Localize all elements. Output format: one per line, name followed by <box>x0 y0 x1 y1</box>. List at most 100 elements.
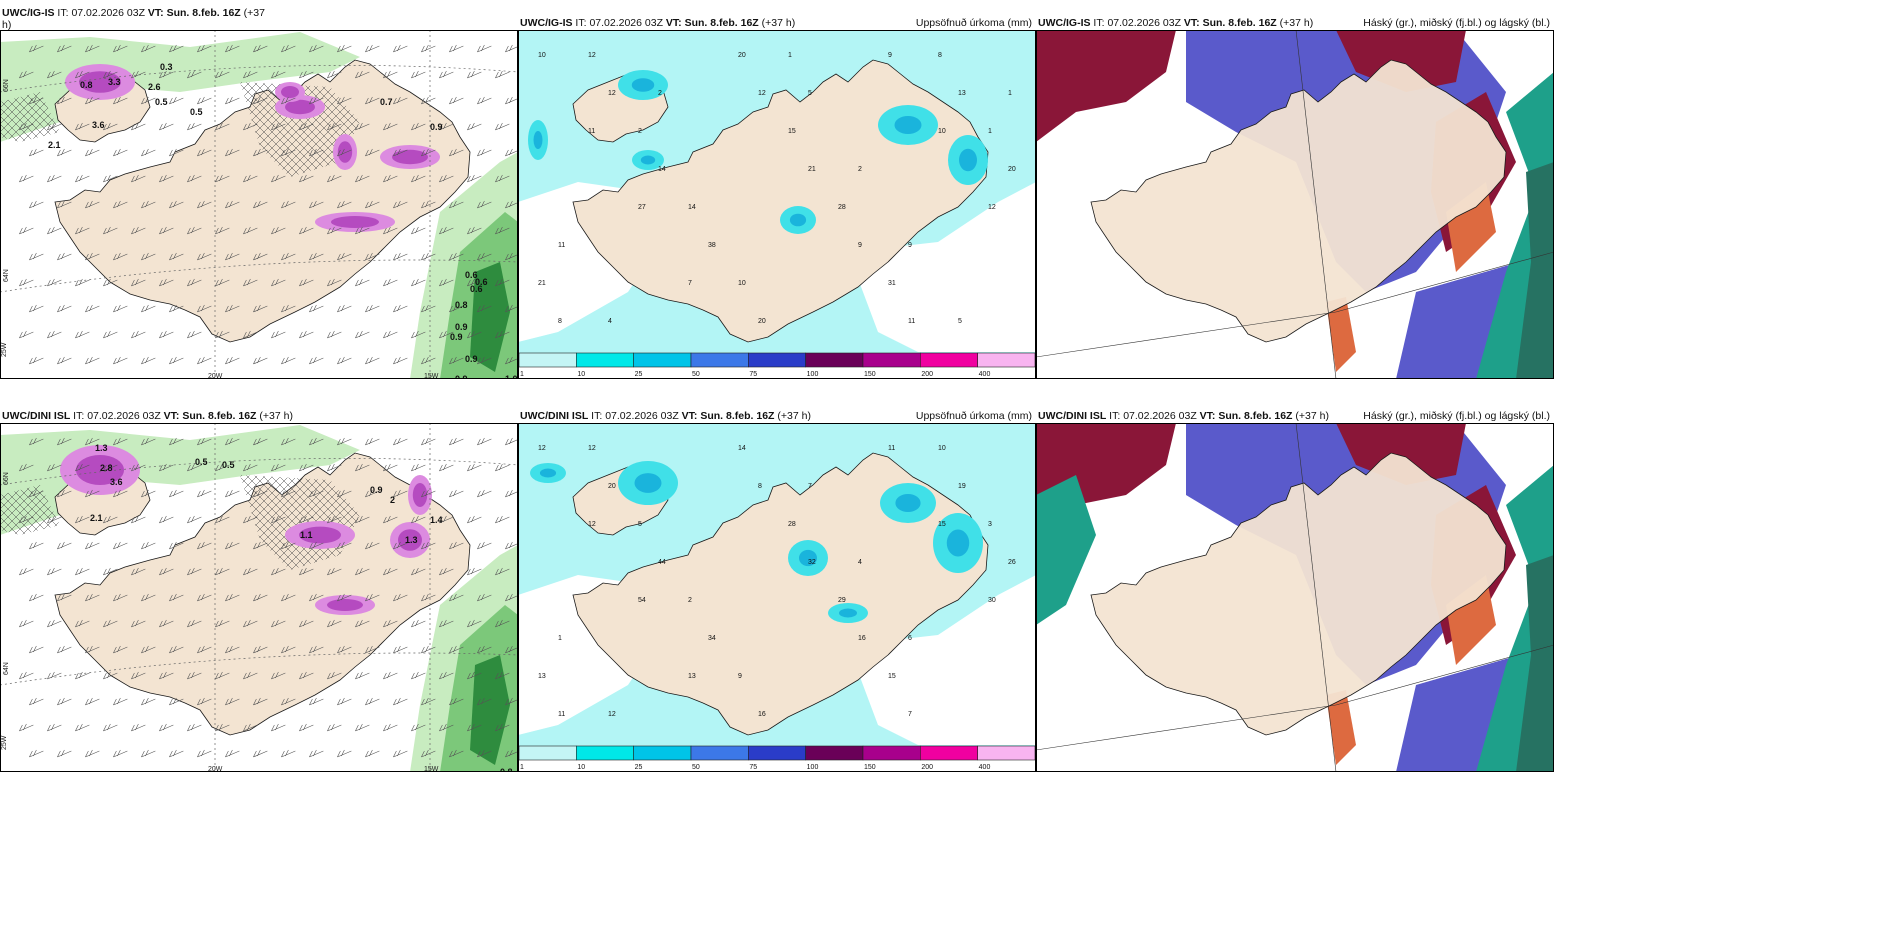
precip-value: 14 <box>688 204 696 211</box>
domain-line <box>1036 704 1337 751</box>
lead-time: (+37 h) <box>259 410 293 422</box>
init-label: IT: <box>73 410 85 422</box>
scale-swatch <box>977 745 1036 761</box>
valid-label: VT: <box>665 17 682 29</box>
precip-core <box>946 529 970 557</box>
scale-swatch <box>633 745 692 761</box>
scale-swatch <box>920 352 978 368</box>
panel-title: UWC/IG-IS IT: 07.02.2026 03Z VT: Sun. 8.… <box>520 17 795 29</box>
precip-value: 14 <box>658 166 666 173</box>
scale-label: 50 <box>692 764 700 771</box>
precip-value: 20 <box>1008 166 1016 173</box>
field-name: Háský (gr.), miðský (fj.bl.) og lágský (… <box>1363 17 1550 29</box>
precip-value: 7 <box>908 711 912 718</box>
precip-core <box>631 78 655 92</box>
low-cloud-dark <box>1516 162 1554 379</box>
precip-value: 26 <box>1008 559 1016 566</box>
wind-blob-core <box>331 216 379 228</box>
precip-value: 44 <box>658 559 666 566</box>
wind-barbs <box>19 437 518 758</box>
precip-value: 1 <box>988 128 992 135</box>
scale-swatch <box>977 352 1036 368</box>
precip-value: 8 <box>758 483 762 490</box>
iceland-land <box>54 452 471 736</box>
precip-value: 13 <box>958 90 966 97</box>
wind-value: 2.1 <box>90 513 103 523</box>
hatch-area-west <box>0 485 60 535</box>
valid-time: Sun. 8.feb. 16Z <box>700 410 775 422</box>
precip-value: 19 <box>958 483 966 490</box>
wind-barbs <box>19 44 518 365</box>
axis-label: 20W <box>208 373 223 379</box>
precip-core <box>640 155 656 165</box>
scale-label: 400 <box>979 371 991 378</box>
init-label: IT: <box>1109 410 1121 422</box>
lat-line <box>0 64 518 93</box>
color-scale: 1 10 25 50 75 100 150 200 400 <box>518 352 1036 378</box>
precip-value: 30 <box>988 597 996 604</box>
precip-value: 5 <box>638 521 642 528</box>
wind-shade-north <box>0 32 360 142</box>
domain-line <box>1295 422 1337 772</box>
model-name: UWC/IG-IS <box>1038 17 1091 29</box>
precip-value: 9 <box>858 242 862 249</box>
map-frame <box>0 423 518 772</box>
dry-area-east <box>848 182 1036 352</box>
precip-value: 12 <box>538 445 546 452</box>
wind-value: 0.5 <box>155 97 168 107</box>
field-name: Háský (gr.), miðský (fj.bl.) og lágský (… <box>1363 410 1550 422</box>
wind-value: 0.9 <box>370 485 383 495</box>
iceland-land <box>1090 59 1507 343</box>
precip-value: 20 <box>758 318 766 325</box>
wind-value: 0.8 <box>500 767 513 772</box>
wind-value: 0.9 <box>430 122 443 132</box>
map-frame <box>1036 30 1554 379</box>
precip-value: 2 <box>858 166 862 173</box>
panel-cloud-dini: UWC/DINI ISL IT: 07.02.2026 03Z VT: Sun.… <box>1036 405 1554 772</box>
precip-value: 11 <box>588 128 595 135</box>
precip-value: 10 <box>738 280 746 287</box>
init-label: IT: <box>575 17 587 29</box>
precip-value: 32 <box>808 559 816 566</box>
wind-value: 1.4 <box>430 515 443 525</box>
lead-time-cont: h) <box>2 19 12 31</box>
scale-swatch <box>690 352 749 368</box>
precip-value: 12 <box>588 521 596 528</box>
valid-label: VT: <box>1183 17 1200 29</box>
precip-core <box>959 148 977 172</box>
precip-value: 12 <box>588 52 596 59</box>
precip-core <box>799 549 817 567</box>
precip-value: 11 <box>908 318 915 325</box>
lat-line <box>0 259 518 293</box>
precip-value: 13 <box>688 673 696 680</box>
wind-blob-core <box>337 141 353 163</box>
scale-label: 200 <box>921 764 933 771</box>
wind-value: 0.5 <box>222 460 235 470</box>
precip-value: 15 <box>888 673 896 680</box>
scale-label: 75 <box>749 371 757 378</box>
precip-value: 6 <box>908 635 912 642</box>
lead-time: (+37 h) <box>777 410 811 422</box>
scale-label: 150 <box>864 371 876 378</box>
lead-time: (+37 h) <box>1279 17 1314 29</box>
lead-time: (+37 h) <box>1295 410 1329 422</box>
precip-core <box>533 131 543 149</box>
scale-swatch <box>518 745 577 761</box>
wind-blob-core <box>285 99 315 115</box>
precip-core <box>789 213 807 227</box>
wind-value: 0.9 <box>465 354 478 364</box>
precip-value: 12 <box>758 90 766 97</box>
map-frame <box>518 423 1036 772</box>
high-cloud-north <box>1336 30 1466 92</box>
precip-value: 29 <box>838 597 846 604</box>
axis-label: 64N <box>3 662 10 675</box>
wind-value: 0.6 <box>475 277 488 287</box>
precip-value: 7 <box>808 483 812 490</box>
precip-value: 38 <box>708 242 716 249</box>
field-name: Uppsöfnuð úrkoma (mm) <box>915 410 1032 422</box>
precip-value: 12 <box>588 445 596 452</box>
wind-blob-core <box>299 526 341 544</box>
scale-label: 25 <box>635 764 643 771</box>
precip-value: 11 <box>558 711 565 718</box>
